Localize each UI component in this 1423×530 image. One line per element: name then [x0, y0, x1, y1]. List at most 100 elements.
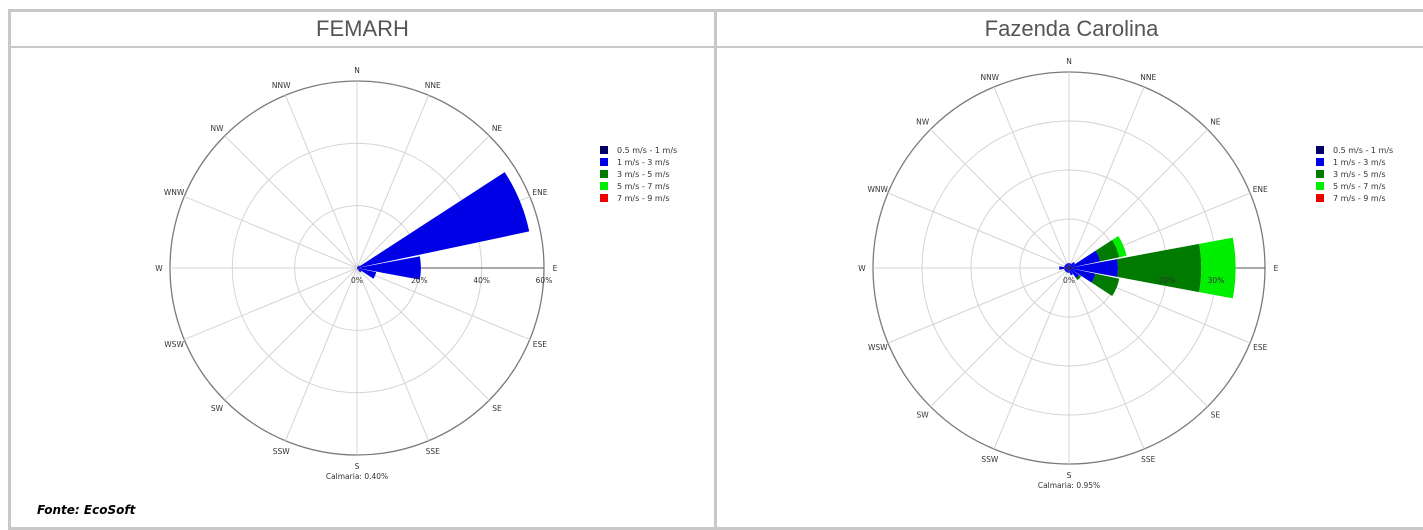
grid-spoke: [356, 267, 490, 401]
legend-entry: 0.5 m/s - 1 m/s: [1333, 146, 1393, 155]
grid-spoke: [184, 267, 358, 341]
wedge-e-s0: [1069, 267, 1074, 269]
source-note: Fonte: EcoSoft: [37, 503, 136, 517]
wedge-e-s2: [1117, 243, 1202, 293]
wedge-wnw-s0: [1066, 266, 1069, 268]
wedge-nnw-s0: [1067, 265, 1069, 268]
grid-spoke: [887, 192, 1070, 269]
grid-spoke: [356, 267, 530, 341]
legend-entry: 3 m/s - 5 m/s: [1333, 170, 1386, 179]
wedge-se-s0: [1069, 268, 1072, 271]
wedge-wsw-s0: [1066, 268, 1069, 270]
wedge-sse-s1: [1069, 270, 1074, 276]
wedge-e-s0: [357, 267, 359, 269]
direction-label-nne: NNE: [1140, 73, 1156, 82]
direction-label-wnw: WNW: [164, 188, 185, 197]
legend-swatch: [1316, 194, 1324, 202]
calm-label: Calmaria: 0.40%: [326, 472, 388, 481]
wedge-se-s2: [1075, 274, 1082, 281]
wedge-se-s0: [357, 268, 358, 269]
legend-swatch: [600, 170, 608, 178]
legend-swatch: [1316, 170, 1324, 178]
legend-entry: 7 m/s - 9 m/s: [1333, 194, 1386, 203]
wedge-s-s0: [1068, 268, 1070, 271]
legend-entry: 3 m/s - 5 m/s: [617, 170, 670, 179]
wedge-s-s1: [1068, 270, 1070, 273]
legend-swatch: [1316, 182, 1324, 190]
direction-label-ne: NE: [1210, 118, 1221, 127]
wedge-nne-s1: [357, 266, 358, 268]
wedge-nnw-s1: [1066, 263, 1069, 266]
direction-label-nne: NNE: [425, 81, 441, 90]
grid-spoke: [184, 195, 358, 269]
fazenda-carolina-wind-rose: N NNE NE ENE E ESE SE SSE S SSW SW WSW W WNW NW NNW 0% 20…: [858, 57, 1393, 490]
legend-swatch: [600, 182, 608, 190]
wedge-w-s0: [1064, 267, 1069, 269]
radial-tick-label: 20%: [411, 276, 428, 285]
grid-spoke: [930, 129, 1070, 269]
direction-label-ene: ENE: [532, 188, 547, 197]
wedge-wnw-s1: [1064, 265, 1067, 268]
wedge-ese-s0: [357, 268, 358, 269]
wedge-e-s1: [358, 256, 421, 280]
wedge-wsw-s1: [1064, 268, 1067, 271]
panel-title: Fazenda Carolina: [717, 12, 1423, 48]
direction-label-w: W: [155, 264, 163, 273]
direction-label-ne: NE: [492, 124, 503, 133]
direction-label-w: W: [858, 264, 866, 273]
wedge-ene-s2: [1095, 239, 1120, 262]
legend-swatch: [1316, 158, 1324, 166]
legend-entry: 5 m/s - 7 m/s: [617, 182, 670, 191]
grid-spoke: [284, 267, 358, 441]
radial-tick-label: 20%: [1159, 276, 1176, 285]
direction-label-nw: NW: [210, 124, 224, 133]
grid-spoke: [224, 267, 358, 401]
direction-label-e: E: [1274, 264, 1279, 273]
wedge-sse-s1: [357, 268, 358, 270]
wedge-ne-s1: [357, 265, 360, 268]
wedge-ese-s0: [1069, 268, 1072, 270]
wedge-e-s3: [1199, 237, 1236, 299]
wedge-ssw-s0: [1067, 268, 1069, 271]
wedge-ssw-s1: [1066, 270, 1069, 273]
wedge-nw-s1: [1064, 263, 1068, 267]
legend-swatch: [1316, 146, 1324, 154]
grid-spoke: [887, 267, 1070, 344]
direction-label-sw: SW: [211, 404, 224, 413]
grid-spoke: [1068, 129, 1208, 269]
wedge-ene-s0: [1069, 266, 1072, 268]
wedge-ne-s0: [1069, 265, 1072, 268]
direction-label-wsw: WSW: [164, 340, 184, 349]
direction-label-nw: NW: [916, 118, 930, 127]
grid-spoke: [356, 267, 430, 441]
grid-spoke: [284, 95, 358, 269]
direction-label-n: N: [1066, 57, 1072, 66]
direction-label-se: SE: [1211, 410, 1221, 419]
wedge-n-s1: [1068, 263, 1070, 266]
legend-entry: 0.5 m/s - 1 m/s: [617, 146, 677, 155]
direction-label-ene: ENE: [1253, 185, 1268, 194]
direction-label-nnw: NNW: [980, 73, 999, 82]
grid-spoke: [930, 267, 1070, 407]
wedge-ene-s1: [1071, 250, 1101, 268]
wedge-ne-s1: [1070, 261, 1076, 267]
grid-spoke: [993, 267, 1070, 450]
calm-label: Calmaria: 0.95%: [1038, 481, 1100, 490]
femarh-panel: FEMARH N NNE NE ENE E ESE SE SSE S SSW SW WSW W WNW NW…: [8, 9, 717, 530]
femarh-wind-rose: N NNE NE ENE E ESE SE SSE S SSW SW WSW W WNW NW NNW 0% 20…: [155, 66, 677, 481]
wedge-nw-s0: [1066, 265, 1069, 268]
legend-entry: 1 m/s - 3 m/s: [617, 158, 670, 167]
direction-label-ese: ESE: [533, 340, 547, 349]
direction-label-sse: SSE: [426, 447, 441, 456]
direction-label-s: S: [1067, 471, 1072, 480]
legend-swatch: [600, 194, 608, 202]
wedge-ene-s3: [1112, 235, 1127, 258]
wedge-se-s1: [357, 268, 362, 273]
grid-spoke: [356, 135, 490, 269]
grid-spoke: [1068, 267, 1208, 407]
grid-spoke: [224, 135, 358, 269]
fazenda-carolina-panel: Fazenda Carolina N NNE NE ENE E ESE SE SSE S SSW S…: [714, 9, 1423, 530]
grid-spoke: [993, 86, 1070, 269]
radial-tick-label: 40%: [473, 276, 490, 285]
direction-label-ese: ESE: [1253, 343, 1267, 352]
